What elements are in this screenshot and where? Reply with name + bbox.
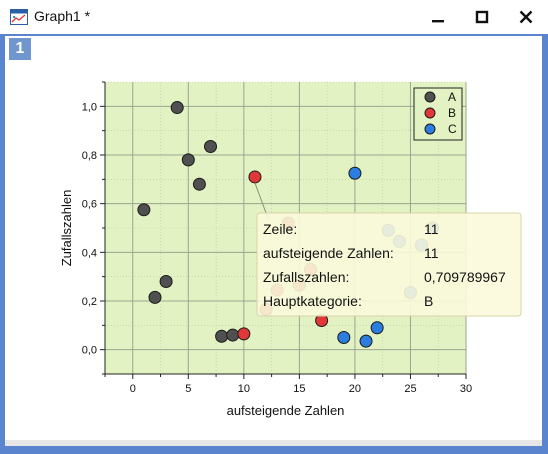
x-tick-label: 5 bbox=[185, 383, 191, 395]
data-point-series-a[interactable] bbox=[215, 329, 229, 343]
x-tick-label: 10 bbox=[238, 383, 250, 395]
minimize-icon bbox=[432, 20, 444, 23]
data-point-series-a[interactable] bbox=[137, 203, 151, 217]
y-tick-label: 1,0 bbox=[82, 101, 97, 113]
tooltip-label: aufsteigende Zahlen: bbox=[263, 245, 394, 261]
tooltip-value: B bbox=[424, 293, 433, 309]
maximize-icon bbox=[475, 10, 489, 24]
tooltip-value: 0,709789967 bbox=[424, 269, 506, 285]
tooltip-label: Hauptkategorie: bbox=[263, 293, 362, 309]
tooltip-value: 11 bbox=[424, 221, 439, 237]
close-button[interactable] bbox=[510, 4, 542, 30]
tooltip-value: 11 bbox=[424, 245, 439, 261]
data-point-series-a[interactable] bbox=[159, 275, 173, 289]
y-tick-label: 0,2 bbox=[82, 296, 97, 308]
tooltip-label: Zufallszahlen: bbox=[263, 269, 349, 285]
data-point-series-a[interactable] bbox=[226, 328, 240, 342]
minimize-button[interactable] bbox=[422, 4, 454, 30]
x-tick-label: 30 bbox=[460, 383, 472, 395]
data-point-series-c[interactable] bbox=[348, 166, 362, 180]
data-point-series-a[interactable] bbox=[148, 290, 162, 304]
page-number-badge[interactable]: 1 bbox=[9, 38, 31, 60]
data-point-series-a[interactable] bbox=[204, 139, 218, 153]
title-bar[interactable]: Graph1 * bbox=[0, 0, 548, 34]
y-axis-title: Zufallszahlen bbox=[59, 190, 74, 267]
data-point-series-b[interactable] bbox=[248, 170, 262, 184]
data-point-series-b[interactable] bbox=[237, 327, 251, 341]
legend-marker-a bbox=[424, 91, 436, 103]
legend-box[interactable] bbox=[413, 87, 463, 141]
data-point-series-c[interactable] bbox=[337, 331, 351, 344]
y-tick-label: 0,0 bbox=[82, 345, 97, 357]
graph-page: 1 0 5 10 15 20 25 30 0,0 0,2 0,4 0,6 0,8 1,0 aufsteig… bbox=[5, 36, 542, 440]
x-tick-label: 25 bbox=[404, 383, 416, 395]
data-point-series-a[interactable] bbox=[181, 153, 195, 167]
x-tick-label: 0 bbox=[130, 383, 136, 395]
status-strip bbox=[5, 440, 542, 446]
scatter-chart[interactable]: 0 5 10 15 20 25 30 0,0 0,2 0,4 0,6 0,8 1,0 aufsteigen… bbox=[5, 36, 542, 440]
window-title: Graph1 * bbox=[34, 8, 91, 24]
x-tick-label: 20 bbox=[349, 383, 361, 395]
x-tick-label: 15 bbox=[293, 383, 305, 395]
x-axis-title: aufsteigende Zahlen bbox=[227, 403, 345, 418]
legend-label-c: C bbox=[448, 122, 457, 136]
graph-window-icon bbox=[10, 9, 28, 25]
maximize-button[interactable] bbox=[466, 4, 498, 30]
data-point-series-a[interactable] bbox=[170, 101, 184, 115]
data-tooltip bbox=[256, 212, 522, 317]
data-point-series-a[interactable] bbox=[192, 177, 206, 191]
data-point-series-c[interactable] bbox=[359, 334, 373, 348]
y-tick-label: 0,4 bbox=[82, 247, 97, 259]
legend-marker-c bbox=[424, 123, 436, 135]
tooltip-label: Zeile: bbox=[263, 221, 297, 237]
legend-label-a: A bbox=[448, 90, 456, 104]
y-tick-label: 0,8 bbox=[82, 150, 97, 162]
close-icon bbox=[519, 10, 533, 24]
data-point-series-c[interactable] bbox=[370, 321, 384, 335]
y-tick-label: 0,6 bbox=[82, 199, 97, 211]
legend-label-b: B bbox=[448, 106, 456, 120]
legend-marker-b bbox=[424, 107, 436, 119]
